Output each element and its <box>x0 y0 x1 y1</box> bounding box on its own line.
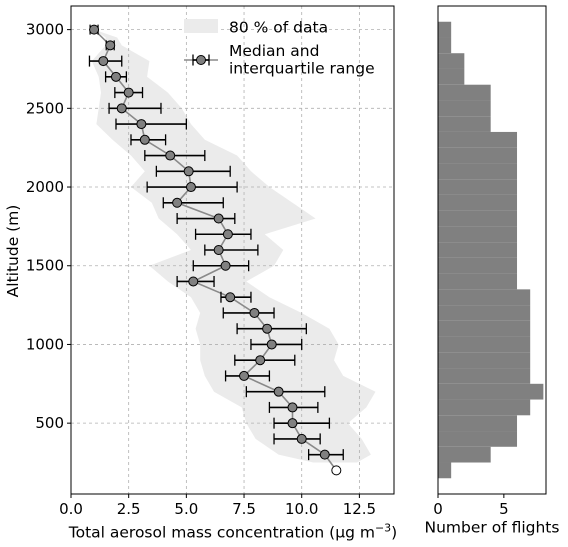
histogram-bar <box>438 21 452 38</box>
median-marker <box>139 134 150 145</box>
median-marker <box>172 197 183 208</box>
right-axes-frame <box>437 5 547 495</box>
histogram-bar <box>438 415 518 432</box>
histogram-bar <box>438 289 531 306</box>
median-marker <box>296 433 307 444</box>
histogram-bar <box>438 399 531 416</box>
legend-errorbar-label-line2: interquartile range <box>229 60 375 78</box>
x-tick-label: 10.0 <box>285 500 318 518</box>
median-markers <box>89 24 342 476</box>
legend-band-swatch <box>184 19 218 33</box>
histogram-bar <box>438 37 452 54</box>
median-marker <box>222 229 233 240</box>
y-axis-ticks: 500 1000 1500 2000 2500 3000 <box>26 21 71 432</box>
histogram-bar <box>438 194 518 211</box>
x-tick-label: 2.5 <box>117 500 141 518</box>
median-marker <box>165 150 176 161</box>
histogram-bar <box>438 431 518 447</box>
median-marker <box>220 260 231 271</box>
legend-median-marker <box>196 55 206 65</box>
histogram-bar <box>438 84 491 101</box>
median-marker <box>136 119 147 130</box>
median-marker <box>183 166 194 177</box>
histogram-bar <box>438 257 518 274</box>
left-axes-frame <box>70 5 395 495</box>
median-marker <box>239 370 250 381</box>
x-tick-label: 12.5 <box>343 500 376 518</box>
y-tick-label: 1500 <box>26 257 64 275</box>
80-percent-data-band <box>91 29 376 463</box>
histogram-bar <box>438 446 491 463</box>
histogram-bar <box>438 368 531 384</box>
legend: 80 % of data Median and interquartile ra… <box>184 19 375 78</box>
median-marker <box>287 418 298 429</box>
x-axis-label-main: Total aerosol mass concentration (µg m <box>68 524 375 542</box>
x-axis-label-close: ) <box>391 524 397 542</box>
histogram-bar <box>438 320 531 337</box>
x-tick-label: 7.5 <box>232 500 256 518</box>
legend-errorbar-label-line1: Median and <box>229 42 319 60</box>
x-tick-label: 0.0 <box>59 500 83 518</box>
median-marker <box>273 386 284 397</box>
histogram-bars <box>438 21 544 479</box>
median-marker <box>213 213 224 224</box>
median-marker <box>225 292 236 303</box>
median-marker <box>185 182 196 193</box>
median-marker <box>213 245 224 255</box>
histogram-bar <box>438 336 531 353</box>
median-marker <box>98 56 109 67</box>
histogram-bar <box>438 210 518 227</box>
histogram-bar <box>438 131 518 148</box>
x-axis-label: Total aerosol mass concentration (µg m−3… <box>68 522 397 542</box>
histogram-x-axis-label: Number of flights <box>425 519 560 537</box>
median-marker <box>249 307 260 318</box>
histogram-x-tick-label: 0 <box>433 500 443 518</box>
x-axis-label-superscript: −3 <box>375 522 391 535</box>
histogram-bar <box>438 163 518 180</box>
histogram-bar <box>438 226 518 243</box>
histogram-bar <box>438 462 452 479</box>
x-axis-ticks: 0.0 2.5 5.0 7.5 10.0 12.5 <box>59 494 376 518</box>
concentration-profile-panel: 0.0 2.5 5.0 7.5 10.0 12.5 500 1000 1500 2000 2500… <box>4 5 397 542</box>
histogram-bar <box>438 116 491 132</box>
histogram-bar <box>438 352 531 369</box>
y-axis-label: Altitude (m) <box>4 205 22 298</box>
median-marker-hollow <box>331 465 342 476</box>
median-marker <box>110 71 121 82</box>
median-marker <box>89 24 100 35</box>
legend-band-label: 80 % of data <box>229 19 328 37</box>
median-marker <box>319 449 330 460</box>
y-tick-label: 1000 <box>26 335 64 353</box>
median-marker <box>188 276 199 287</box>
median-marker <box>123 87 134 98</box>
histogram-bar <box>438 100 491 117</box>
interquartile-errorbars <box>88 24 344 461</box>
median-marker <box>262 323 273 334</box>
histogram-bar <box>438 242 518 258</box>
median-marker <box>266 339 277 350</box>
y-tick-label: 2500 <box>26 99 64 117</box>
histogram-bar <box>438 53 465 69</box>
histogram-bar <box>438 383 544 400</box>
median-marker <box>116 103 127 114</box>
median-marker <box>287 402 298 413</box>
histogram-bar <box>438 305 531 321</box>
y-tick-label: 2000 <box>26 178 64 196</box>
x-tick-label: 5.0 <box>174 500 198 518</box>
histogram-x-tick-label: 5 <box>499 500 509 518</box>
median-marker <box>105 40 116 51</box>
median-marker <box>255 355 266 366</box>
y-tick-label: 3000 <box>26 21 64 39</box>
histogram-bar <box>438 273 518 290</box>
y-tick-label: 500 <box>35 414 64 432</box>
histogram-bar <box>438 147 518 164</box>
histogram-bar <box>438 68 465 85</box>
histogram-bar <box>438 179 518 195</box>
